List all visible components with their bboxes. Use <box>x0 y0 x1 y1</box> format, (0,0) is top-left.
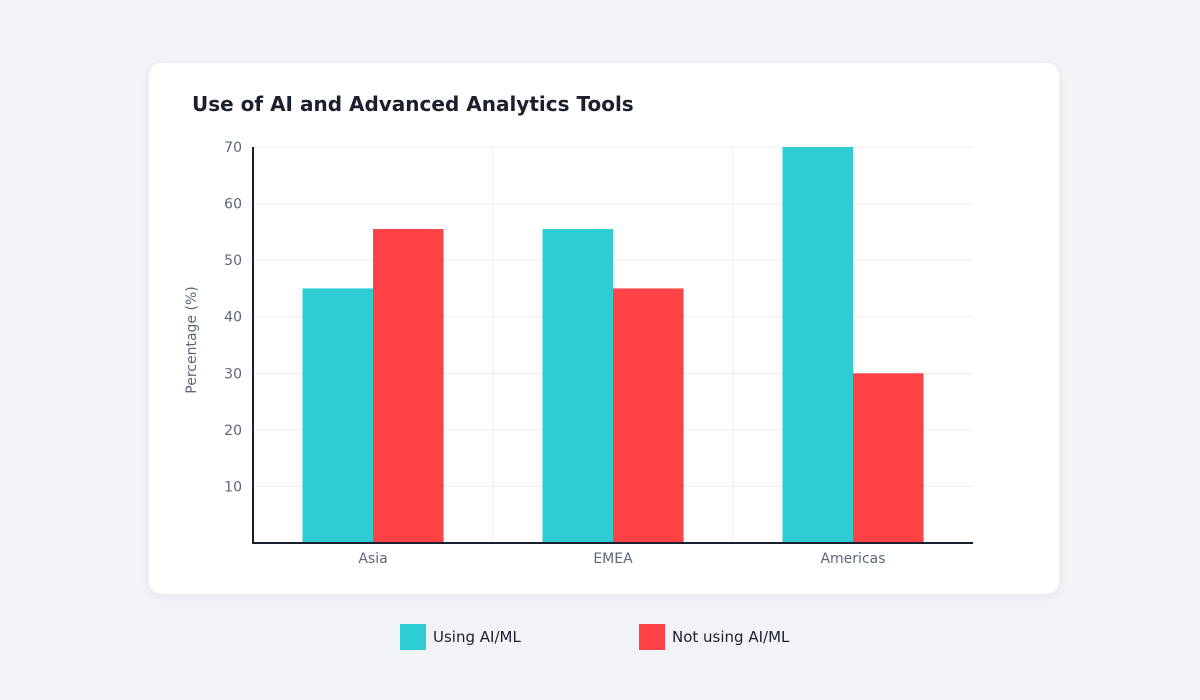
y-axis-title: Percentage (%) <box>184 286 200 393</box>
legend-swatch-using-ai <box>400 624 426 650</box>
legend-swatch-not-using-ai <box>639 624 665 650</box>
legend-label-not-using-ai: Not using AI/ML <box>672 628 790 646</box>
chart-card: Use of AI and Advanced Analytics Tools A… <box>149 63 1059 594</box>
x-tick-label: Asia <box>358 551 387 567</box>
bar-not-using-ai <box>853 373 924 543</box>
x-tick-label: EMEA <box>593 551 633 567</box>
y-tick-label: 30 <box>224 366 242 382</box>
x-tick-label: Americas <box>820 551 885 567</box>
bar-not-using-ai <box>613 288 684 543</box>
chart-legend: Using AI/ML Not using AI/ML <box>400 624 860 652</box>
y-tick-label: 60 <box>224 197 242 213</box>
bar-chart: Asia EMEA Americas 10 20 30 40 50 60 70 Percentage… <box>184 140 973 567</box>
legend-label-using-ai: Using AI/ML <box>433 628 521 646</box>
bar-not-using-ai <box>373 229 444 543</box>
chart-title: Use of AI and Advanced Analytics Tools <box>192 92 634 116</box>
bar-using-ai <box>782 147 853 543</box>
y-tick-label: 70 <box>224 140 242 156</box>
y-tick-label: 10 <box>224 479 242 495</box>
y-tick-label: 40 <box>224 310 242 326</box>
y-tick-label: 20 <box>224 423 242 439</box>
y-tick-label: 50 <box>224 253 242 269</box>
bar-using-ai <box>302 288 373 543</box>
bar-using-ai <box>542 229 613 543</box>
